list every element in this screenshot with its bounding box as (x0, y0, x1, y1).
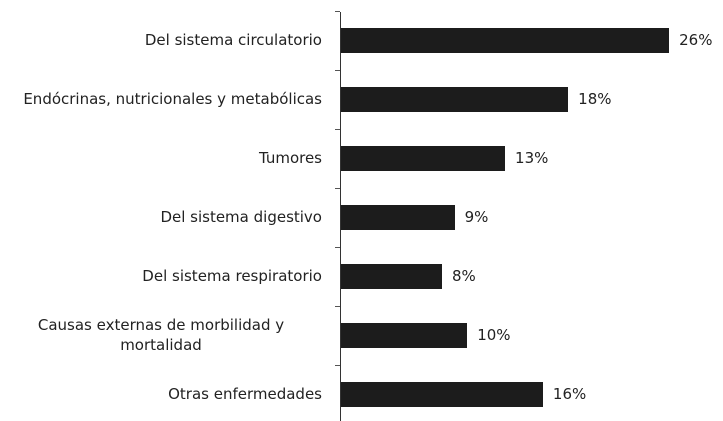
category-axis (340, 12, 341, 421)
axis-tick (335, 305, 340, 307)
axis-tick (335, 128, 340, 130)
category-label: Del sistema respiratorio (0, 251, 322, 301)
value-label: 16% (552, 385, 587, 403)
bar (341, 145, 506, 171)
category-label: Causas externas de morbilidad y mortalid… (0, 310, 322, 360)
axis-tick (335, 69, 340, 71)
value-label: 13% (515, 149, 549, 167)
category-text: Tumores (258, 149, 322, 167)
bar (341, 322, 468, 348)
value-label: 8% (451, 267, 476, 285)
bar (341, 204, 455, 230)
value-label: 10% (477, 326, 511, 344)
category-text: Del sistema respiratorio (142, 267, 322, 285)
category-label: Del sistema digestivo (0, 192, 322, 242)
category-text: Otras enfermedades (168, 385, 322, 403)
category-label: Del sistema circulatorio (0, 15, 322, 65)
category-text: Del sistema digestivo (160, 208, 322, 226)
bar (341, 86, 569, 112)
category-text: Endócrinas, nutricionales y metabólicas (23, 90, 322, 108)
category-label: Endócrinas, nutricionales y metabólicas (0, 74, 322, 124)
axis-tick (335, 246, 340, 248)
value-label: 9% (464, 208, 489, 226)
bar (341, 381, 543, 407)
category-label: Tumores (0, 133, 322, 183)
category-text: Causas externas de morbilidad y mortalid… (37, 316, 285, 354)
value-label: 18% (578, 90, 612, 108)
bar (341, 263, 442, 289)
bar (341, 27, 670, 53)
category-text: Del sistema circulatorio (144, 31, 322, 49)
axis-tick (335, 10, 340, 12)
axis-tick (335, 187, 340, 189)
axis-tick (335, 364, 340, 366)
category-label: Otras enfermedades (0, 369, 322, 419)
value-label: 26% (679, 31, 713, 49)
